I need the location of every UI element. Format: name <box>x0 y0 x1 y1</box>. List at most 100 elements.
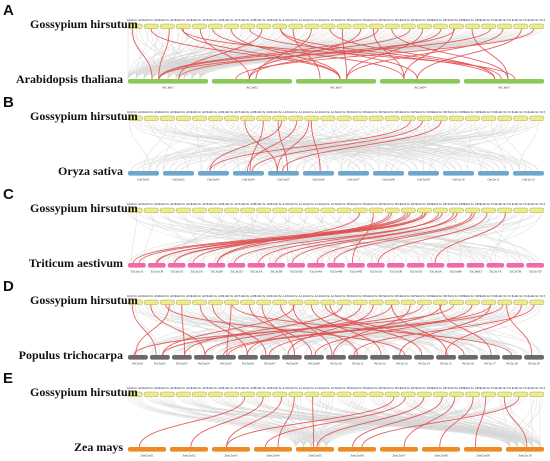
chromosome-label: GhiChr D08 <box>448 386 465 390</box>
chromosome-gossypium <box>288 391 304 397</box>
collinear-gene-link <box>138 396 246 448</box>
chromosome-label: GhiChr A03 <box>159 110 176 114</box>
background-link <box>295 396 450 448</box>
chromosome-gossypium <box>224 391 240 397</box>
collinear-gene-link <box>280 28 418 80</box>
chromosome-label: GhiChr A09 <box>255 18 272 22</box>
collinear-gene-link <box>361 396 520 448</box>
background-link <box>207 120 367 172</box>
chromosome-label: PtChr05 <box>220 362 232 366</box>
chromosome-label: PtChr15 <box>440 362 452 366</box>
collinear-gene-link <box>249 120 264 172</box>
chromosome-label: GhiChr A01 <box>127 18 144 22</box>
chromosome-label: PtChr07 <box>264 362 276 366</box>
background-link <box>251 120 349 172</box>
chromosome-zea <box>422 447 460 452</box>
chromosome-label: GhiChr A08 <box>239 110 256 114</box>
chromosome-gossypium <box>481 299 497 305</box>
background-link <box>319 212 532 264</box>
chromosome-label: GhiChr A11 <box>288 18 305 22</box>
chromosome-gossypium <box>465 115 480 121</box>
collinear-gene-link <box>280 28 502 80</box>
panel-d: GhiChr A01 GhiChr A02 GhiChr A03 GhiChr A04… <box>3 278 546 366</box>
chromosome-gossypium <box>256 115 272 121</box>
chromosome-gossypium <box>497 299 513 305</box>
chromosome-triticum <box>386 263 405 268</box>
chromosome-gossypium <box>481 115 497 121</box>
chromosome-label: GhiChr A02 <box>143 18 160 22</box>
background-link <box>295 120 494 172</box>
chromosome-triticum <box>207 263 226 268</box>
background-link <box>133 28 193 80</box>
background-link <box>129 120 150 172</box>
background-link <box>482 212 540 264</box>
panel-c: GhiChr A01 GhiChr A02 GhiChr A03 GhiChr A04… <box>3 186 546 274</box>
chromosome-oryza <box>268 171 299 176</box>
background-link <box>362 120 507 172</box>
chromosome-label: GhiChr A01 <box>127 386 144 390</box>
chromosome-label: TaChr4A <box>310 270 323 274</box>
background-link <box>486 212 521 264</box>
collinear-gene-link <box>246 304 362 356</box>
chromosome-label: GhiChr A11 <box>288 386 305 390</box>
chromosome-populus <box>502 355 522 360</box>
collinear-gene-link <box>310 304 382 356</box>
background-link <box>365 304 460 356</box>
chromosome-label: PtChr09 <box>308 362 320 366</box>
top-species-name: Gossypium hirsutum <box>30 293 138 307</box>
background-link <box>148 396 511 448</box>
chromosome-gossypium <box>368 115 384 121</box>
collinear-gene-link <box>277 396 295 448</box>
chromosome-gossypium <box>497 391 513 397</box>
background-link <box>409 120 520 172</box>
collinear-gene-link <box>131 304 157 356</box>
chromosome-label: TaChr4D <box>350 270 363 274</box>
chromosome-label: ZmChr02 <box>182 454 195 458</box>
chromosome-label: GhiChr A03 <box>159 386 176 390</box>
chromosome-label: GhiChr A13 <box>320 294 337 298</box>
chromosome-label: GhiChr D11 <box>496 202 513 206</box>
chromosome-label: PtChr01 <box>132 362 144 366</box>
background-link <box>426 120 507 172</box>
chromosome-label: GhiChr D02 <box>352 18 369 22</box>
chromosome-label: GhiChr D10 <box>480 386 497 390</box>
background-link <box>276 396 511 448</box>
chromosome-label: AtChr02 <box>246 86 258 90</box>
background-links <box>127 396 543 448</box>
chromosome-gossypium <box>384 299 400 305</box>
chromosome-gossypium <box>240 23 256 29</box>
collinear-gene-link <box>212 304 267 356</box>
chromosome-gossypium <box>416 299 432 305</box>
collinear-gene-link <box>316 396 425 448</box>
chromosome-oryza <box>513 171 544 176</box>
collinear-gene-link <box>165 304 406 356</box>
chromosome-gossypium <box>416 23 432 29</box>
chromosome-gossypium <box>272 115 288 121</box>
chromosome-label: GhiChr A09 <box>255 110 272 114</box>
chromosome-gossypium <box>400 115 416 121</box>
chromosome-label: ZmChr03 <box>224 454 237 458</box>
chromosome-arabidopsis <box>212 79 292 84</box>
background-links <box>129 304 543 356</box>
chromosome-label: GhiChr D08 <box>448 18 465 22</box>
chromosome-label: GhiChr A13 <box>320 110 337 114</box>
chromosome-label: GhiChr D12 <box>512 294 529 298</box>
chromosome-gossypium <box>208 391 223 397</box>
chromosome-label: GhiChr D07 <box>432 294 449 298</box>
collinear-gene-link <box>391 28 509 80</box>
chromosome-gossypium <box>192 23 207 29</box>
chromosome-label: GhiChr A02 <box>143 386 160 390</box>
chromosome-triticum <box>486 263 505 268</box>
highlighted-links <box>132 212 506 264</box>
chromosome-gossypium <box>272 391 288 397</box>
chromosome-label: PtChr06 <box>242 362 254 366</box>
chromosome-gossypium <box>400 299 416 305</box>
chromosome-gossypium <box>416 115 432 121</box>
chromosome-label: TaChr2D <box>230 270 243 274</box>
chromosome-label: GhiChr A10 <box>271 18 288 22</box>
chromosome-label: TaChr2A <box>190 270 203 274</box>
background-link <box>327 120 375 172</box>
chromosome-gossypium <box>175 391 191 397</box>
chromosome-label: GhiChr A05 <box>191 386 208 390</box>
chromosome-gossypium <box>288 299 304 305</box>
